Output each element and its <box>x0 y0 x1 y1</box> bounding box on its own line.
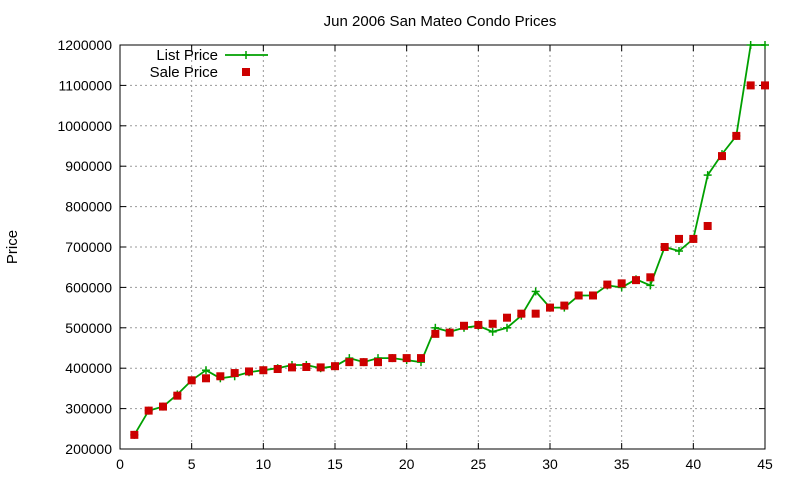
sale-price-point <box>675 234 683 243</box>
sale-price-point <box>560 301 569 310</box>
x-tick-label: 30 <box>542 456 558 472</box>
sale-price-point <box>531 309 540 318</box>
sale-price-point <box>732 131 741 140</box>
sale-price-point <box>331 362 339 371</box>
sale-price-point <box>746 81 755 90</box>
sale-price-point <box>173 391 182 400</box>
sale-price-point <box>646 273 655 282</box>
legend-symbol-list-price <box>225 51 268 59</box>
axis-ticks: 200000 300000 400000 500000 600000 700000 8000… <box>57 37 773 472</box>
y-tick-label: 500000 <box>65 320 112 336</box>
sale-price-point <box>718 152 726 161</box>
sale-price-point <box>761 81 769 90</box>
sale-price-point <box>374 358 382 367</box>
series-layer <box>130 41 769 439</box>
sale-price-point <box>302 362 311 371</box>
x-tick-label: 0 <box>116 456 124 472</box>
sale-price-point <box>130 430 139 439</box>
y-tick-label: 600000 <box>65 279 112 295</box>
list-price-point <box>503 323 511 332</box>
sale-price-point <box>359 358 368 367</box>
list-price-point <box>703 171 712 180</box>
sale-price-point <box>589 291 597 300</box>
sale-price-point <box>703 221 712 230</box>
list-price-point <box>531 287 540 296</box>
sale-price-point <box>216 372 225 381</box>
list-price-point <box>761 41 769 49</box>
sale-price-point <box>488 319 497 328</box>
legend: List Price Sale Price <box>150 47 268 81</box>
y-tick-label: 1100000 <box>59 77 113 93</box>
sale-price-point <box>445 328 454 337</box>
y-tick-label: 1200000 <box>57 37 112 53</box>
sale-price-point <box>230 369 239 378</box>
chart-title: Jun 2006 San Mateo Condo Prices <box>324 13 557 30</box>
sale-price-point <box>689 234 698 243</box>
grid-lines <box>120 45 765 449</box>
x-tick-label: 20 <box>399 456 415 472</box>
y-tick-label: 400000 <box>65 360 112 376</box>
sale-price-point <box>345 358 354 367</box>
x-tick-label: 45 <box>757 456 773 472</box>
y-tick-label: 800000 <box>65 199 112 215</box>
y-tick-label: 700000 <box>65 239 112 255</box>
y-tick-label: 900000 <box>65 158 112 174</box>
sale-price-point <box>474 320 483 329</box>
list-price-point <box>202 366 210 375</box>
legend-symbol-sale-price <box>242 68 250 76</box>
y-tick-label: 1000000 <box>57 118 112 134</box>
x-tick-label: 40 <box>686 456 702 472</box>
sale-price-point <box>288 363 296 372</box>
sale-price-point <box>632 276 640 285</box>
legend-label-sale-price: Sale Price <box>150 64 218 81</box>
sale-price-point <box>574 291 583 300</box>
sale-price-point <box>202 374 210 383</box>
sale-price-point <box>517 309 526 318</box>
x-tick-label: 35 <box>614 456 630 472</box>
legend-marker-list-price <box>242 51 250 59</box>
sale-price-point <box>187 376 196 385</box>
sale-price-point <box>245 367 253 376</box>
list-price-point <box>646 281 655 290</box>
y-tick-label: 300000 <box>65 401 112 417</box>
sale-price-point <box>402 354 411 363</box>
sale-price-point <box>259 366 268 375</box>
sale-price-point <box>159 402 167 411</box>
x-tick-label: 15 <box>327 456 343 472</box>
sale-price-point <box>417 354 425 363</box>
x-tick-label: 10 <box>256 456 272 472</box>
sale-price-point <box>316 363 325 372</box>
list-price-point <box>746 41 755 49</box>
sale-price-point <box>603 280 612 289</box>
sale-price-point <box>617 279 626 288</box>
sale-price-point <box>273 365 282 374</box>
sale-price-point <box>503 313 511 322</box>
y-axis-label: Price <box>4 230 21 264</box>
sale-price-point <box>546 303 554 312</box>
y-tick-label: 200000 <box>65 441 112 457</box>
sale-price-point <box>144 406 153 415</box>
legend-marker-sale-price <box>242 68 250 76</box>
sale-price-point <box>460 321 468 330</box>
legend-label-list-price: List Price <box>156 47 218 64</box>
list-price-point <box>675 247 683 256</box>
series-line-list-price <box>133 44 765 436</box>
sale-price-point <box>388 354 397 363</box>
sale-price-point <box>431 329 440 338</box>
x-tick-label: 25 <box>471 456 487 472</box>
x-tick-label: 5 <box>188 456 196 472</box>
sale-price-point <box>660 243 669 251</box>
list-price-point <box>488 327 497 336</box>
